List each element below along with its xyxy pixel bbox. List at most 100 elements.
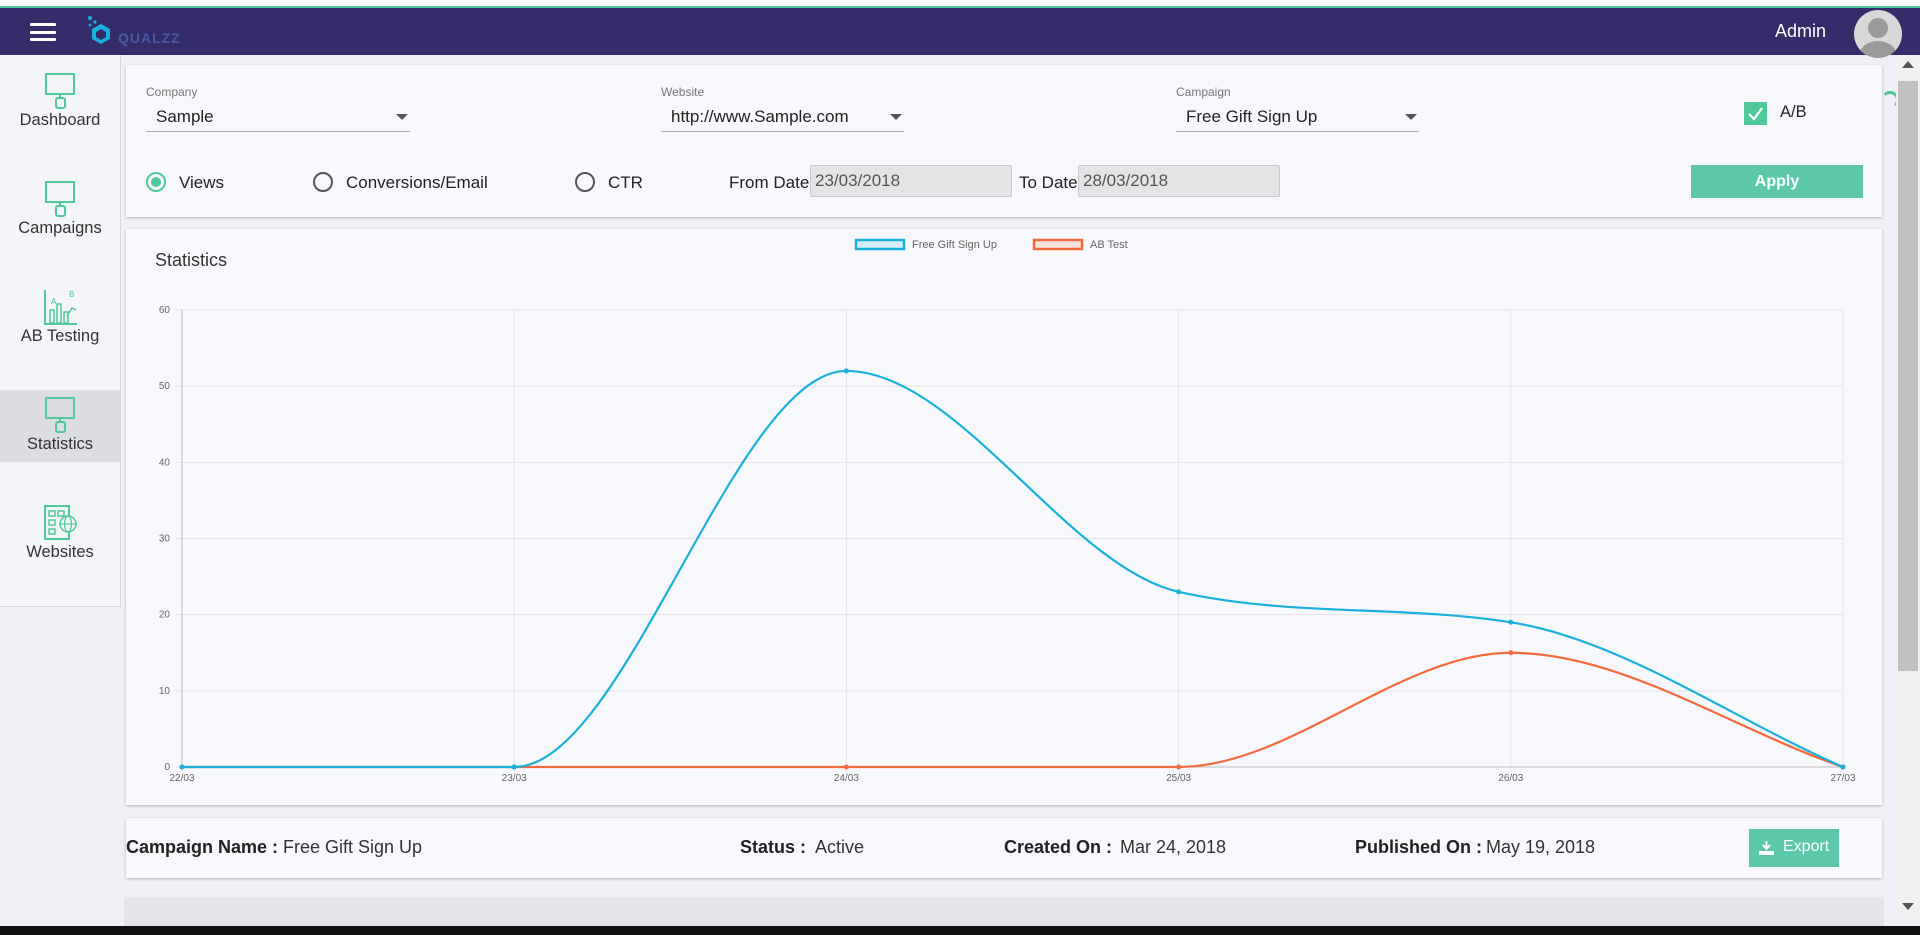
- sidebar-item-ab-testing[interactable]: B A AB Testing: [0, 288, 120, 360]
- campaign-label: Campaign: [1176, 85, 1231, 99]
- legend-label-0: Free Gift Sign Up: [912, 239, 997, 251]
- scroll-down-arrow-icon[interactable]: [1902, 903, 1914, 910]
- status-value: Active: [815, 837, 865, 857]
- campaign-select[interactable]: Free Gift Sign Up: [1176, 101, 1419, 132]
- series-line-1: [182, 651, 1844, 769]
- radio-views-label[interactable]: Views: [179, 173, 225, 192]
- y-tick-label: 50: [159, 381, 171, 392]
- radio-views[interactable]: [146, 172, 166, 192]
- scroll-thumb[interactable]: [1898, 81, 1918, 671]
- sidebar: Dashboard Campaigns B A AB Testing Stati…: [0, 55, 121, 607]
- filter-panel: Company Sample Website http://www.Sample…: [126, 65, 1882, 217]
- x-tick-label: 23/03: [502, 773, 527, 784]
- campaign-name-value: Free Gift Sign Up: [283, 837, 423, 857]
- data-point: [843, 764, 849, 770]
- sidebar-item-statistics[interactable]: Statistics: [0, 390, 120, 462]
- x-tick-label: 25/03: [1166, 773, 1191, 784]
- logo-hexagon-icon: [88, 16, 110, 44]
- chevron-down-icon: [890, 114, 902, 120]
- to-date-label: To Date: [1019, 173, 1078, 192]
- from-date-label: From Date: [729, 173, 810, 192]
- statistics-icon: [45, 397, 75, 433]
- sidebar-item-dashboard[interactable]: Dashboard: [0, 72, 120, 144]
- campaign-info-bar: Campaign Name : Free Gift Sign Up Status…: [126, 818, 1882, 878]
- download-icon: [1759, 841, 1774, 855]
- page-scrollbar[interactable]: [1896, 55, 1920, 918]
- checkmark-icon: [1748, 107, 1763, 121]
- export-button[interactable]: Export: [1749, 829, 1839, 867]
- dashboard-icon: [45, 73, 75, 109]
- data-point: [1840, 764, 1846, 770]
- accent-line: [0, 6, 1920, 8]
- chevron-down-icon: [396, 114, 408, 120]
- export-label: Export: [1783, 838, 1830, 855]
- published-on-value: May 19, 2018: [1486, 837, 1596, 857]
- apply-button[interactable]: Apply: [1691, 165, 1863, 198]
- statistics-panel: Statistics Free Gift Sign Up AB Test 0 10 2…: [126, 229, 1882, 805]
- x-tick-label: 24/03: [834, 773, 859, 784]
- radio-conversions-label[interactable]: Conversions/Email: [346, 173, 488, 192]
- top-strip: [0, 0, 1920, 8]
- created-on-value: Mar 24, 2018: [1120, 837, 1227, 857]
- company-label: Company: [146, 85, 198, 99]
- radio-conversions[interactable]: [313, 172, 333, 192]
- ab-checkbox[interactable]: [1744, 102, 1767, 125]
- ab-label: A/B: [1780, 103, 1807, 121]
- scroll-up-arrow-icon[interactable]: [1902, 61, 1914, 68]
- sidebar-item-campaigns[interactable]: Campaigns: [0, 180, 120, 252]
- ab-testing-icon: B A: [44, 290, 77, 325]
- hamburger-icon[interactable]: [30, 23, 56, 41]
- website-label: Website: [661, 85, 705, 99]
- data-point: [1176, 589, 1182, 595]
- y-tick-label: 20: [159, 610, 171, 621]
- statistics-line-chart: Free Gift Sign Up AB Test 0 10 20 30 40 50 60 2…: [159, 238, 1856, 784]
- campaign-name-label: Campaign Name :: [126, 837, 279, 857]
- taskbar-strip: [0, 926, 1920, 935]
- data-point: [179, 764, 185, 770]
- sidebar-item-label: Dashboard: [19, 111, 101, 129]
- user-avatar-icon[interactable]: [1854, 10, 1902, 58]
- chart-series: [179, 368, 1846, 770]
- svg-text:B: B: [69, 290, 75, 299]
- y-tick-label: 40: [159, 457, 171, 468]
- legend-swatch-1: [1032, 238, 1084, 251]
- y-tick-label: 60: [159, 305, 171, 316]
- sidebar-item-websites[interactable]: Websites: [0, 504, 120, 576]
- data-point: [1508, 619, 1514, 625]
- user-name[interactable]: Admin: [1774, 21, 1826, 41]
- x-tick-label: 27/03: [1830, 773, 1855, 784]
- radio-ctr-label[interactable]: CTR: [608, 173, 643, 192]
- status-label: Status :: [740, 837, 807, 857]
- legend-swatch-0: [854, 238, 906, 251]
- y-tick-label: 10: [159, 686, 171, 697]
- top-navbar: QUALZZ Admin: [0, 8, 1920, 58]
- sidebar-item-label: Websites: [26, 543, 94, 561]
- company-select[interactable]: Sample: [146, 101, 410, 132]
- campaigns-icon: [45, 181, 75, 217]
- data-point: [1508, 650, 1514, 656]
- data-point: [1176, 764, 1182, 770]
- app-logo[interactable]: QUALZZ: [86, 14, 196, 50]
- y-tick-label: 30: [159, 534, 171, 545]
- sidebar-item-label: Statistics: [26, 435, 94, 453]
- x-tick-label: 26/03: [1498, 773, 1523, 784]
- chart-legend: Free Gift Sign Up AB Test: [854, 238, 1128, 251]
- website-select[interactable]: http://www.Sample.com: [661, 101, 904, 132]
- data-point: [843, 368, 849, 374]
- published-on-label: Published On :: [1355, 837, 1483, 857]
- campaign-value: Free Gift Sign Up: [1186, 107, 1318, 126]
- chart-x-axis: 22/03 23/03 24/03 25/03 26/03 27/03: [169, 766, 1856, 784]
- statistics-title: Statistics: [155, 250, 228, 270]
- radio-ctr[interactable]: [575, 172, 595, 192]
- chevron-down-icon: [1405, 114, 1417, 120]
- chart-grid: [176, 309, 1844, 772]
- sidebar-item-label: Campaigns: [18, 219, 102, 237]
- svg-text:A: A: [51, 297, 57, 306]
- x-tick-label: 22/03: [169, 773, 194, 784]
- to-date-input[interactable]: [1078, 165, 1280, 197]
- legend-label-1: AB Test: [1090, 239, 1128, 251]
- data-point: [511, 764, 517, 770]
- from-date-input[interactable]: [810, 165, 1012, 197]
- logo-text: QUALZZ: [118, 30, 181, 46]
- website-value: http://www.Sample.com: [671, 107, 849, 126]
